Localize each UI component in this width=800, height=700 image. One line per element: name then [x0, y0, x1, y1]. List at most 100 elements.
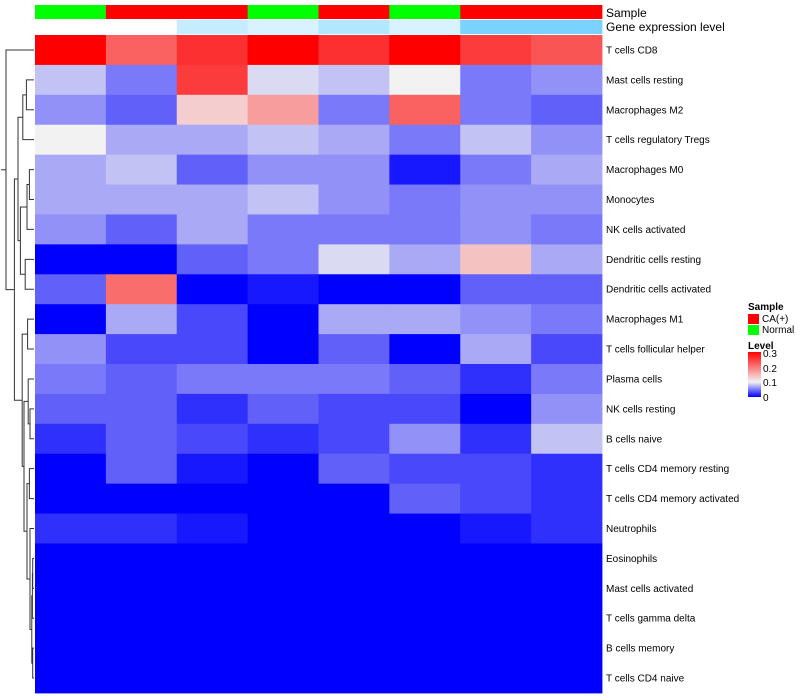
heatmap-cell [389, 214, 461, 245]
heatmap-cell [460, 334, 532, 365]
heatmap-cell [460, 513, 532, 544]
sample-annotation-cell [531, 5, 603, 19]
heatmap-cell [176, 154, 249, 185]
row-label: NK cells activated [606, 225, 685, 236]
heatmap-cell [318, 124, 390, 156]
heatmap-cell [105, 364, 178, 395]
heatmap-cell [531, 184, 603, 215]
heatmap-cell [460, 603, 532, 634]
expression-annotation-cell [247, 20, 319, 34]
heatmap-cell [389, 94, 461, 126]
heatmap-cell [35, 304, 107, 335]
heatmap-cell [35, 633, 107, 664]
legend-swatch-ca [748, 314, 759, 324]
heatmap-cell [389, 364, 461, 395]
heatmap-cell [531, 573, 603, 604]
heatmap-cell [531, 154, 603, 185]
heatmap-cell [176, 453, 249, 485]
heatmap-cell [531, 274, 603, 305]
heatmap-cell [247, 663, 319, 694]
heatmap-cell [531, 94, 603, 126]
legend-label-normal: Normal [762, 325, 794, 336]
sample-annotation-cell [389, 5, 461, 19]
row-label: Dendritic cells resting [606, 255, 701, 266]
row-label: Plasma cells [606, 374, 662, 385]
heatmap-cell [176, 393, 249, 425]
heatmap-cell [247, 334, 319, 365]
expression-annotation-bar [35, 20, 603, 34]
row-label: T cells gamma delta [606, 614, 696, 625]
heatmap-cell [105, 154, 178, 185]
heatmap-cell [247, 274, 319, 305]
heatmap-cell [318, 334, 390, 365]
heatmap-cell [389, 274, 461, 305]
heatmap-cell [460, 184, 532, 215]
level-tick-0.3: 0.3 [763, 349, 777, 360]
heatmap-cell [35, 64, 107, 96]
heatmap-cell [389, 633, 461, 664]
row-label: T cells follicular helper [606, 345, 705, 356]
heatmap-cell [389, 453, 461, 485]
heatmap-cell [460, 154, 532, 185]
heatmap-cell [531, 64, 603, 96]
heatmap-cell [247, 423, 319, 455]
heatmap-cell [460, 304, 532, 335]
heatmap-cell [531, 483, 603, 514]
heatmap-cell [247, 124, 319, 156]
heatmap-cell [531, 423, 603, 455]
heatmap-cell [176, 543, 249, 574]
heatmap-cell [35, 393, 107, 425]
heatmap-cell [460, 244, 532, 275]
heatmap-cell [318, 304, 390, 335]
heatmap-cell [460, 543, 532, 574]
heatmap-cell [531, 214, 603, 245]
heatmap-cell [176, 124, 249, 156]
heatmap-cell [318, 423, 390, 455]
legend-label-ca: CA(+) [762, 314, 788, 325]
heatmap-cell [105, 94, 178, 126]
heatmap-cell [247, 603, 319, 634]
heatmap-cell [247, 214, 319, 245]
sample-annotation-cell [176, 5, 249, 19]
expression-annotation-cell [531, 20, 603, 34]
heatmap-cell [105, 483, 178, 514]
row-label: T cells CD4 memory resting [606, 464, 729, 475]
expression-annotation-cell [460, 20, 532, 34]
heatmap-cell [318, 663, 390, 694]
level-legend: Level 0.3 0.2 0.1 0 [748, 341, 777, 404]
heatmap-cell [247, 573, 319, 604]
row-label: NK cells resting [606, 404, 675, 415]
heatmap-cell [176, 603, 249, 634]
heatmap-cell [389, 393, 461, 425]
heatmap-cell [176, 94, 249, 126]
heatmap-cell [35, 334, 107, 365]
heatmap-cell [105, 573, 178, 604]
heatmap-cell [460, 663, 532, 694]
heatmap-cell [531, 453, 603, 485]
heatmap-cell [318, 244, 390, 275]
row-label: T cells CD8 [606, 45, 658, 56]
heatmap-cell [389, 64, 461, 96]
heatmap-cell [389, 304, 461, 335]
heatmap-cell [531, 304, 603, 335]
row-label: Macrophages M0 [606, 165, 684, 176]
expression-annotation-cell [176, 20, 249, 34]
heatmap-cell [35, 184, 107, 215]
heatmap-cell [176, 663, 249, 694]
heatmap-cell [247, 633, 319, 664]
expression-annotation-cell [35, 20, 107, 34]
heatmap-cell [105, 393, 178, 425]
annotation-title-expression: Gene expression level [606, 20, 725, 34]
heatmap-cell [176, 64, 249, 96]
heatmap-cell [176, 35, 249, 66]
heatmap-cell [389, 483, 461, 514]
heatmap-cell [531, 124, 603, 156]
heatmap-cell [318, 364, 390, 395]
heatmap-cell [531, 633, 603, 664]
heatmap-cell [247, 154, 319, 185]
heatmap-cell [318, 633, 390, 664]
row-label: T cells regulatory Tregs [606, 135, 710, 146]
heatmap-cell [105, 214, 178, 245]
heatmap-cell [35, 274, 107, 305]
